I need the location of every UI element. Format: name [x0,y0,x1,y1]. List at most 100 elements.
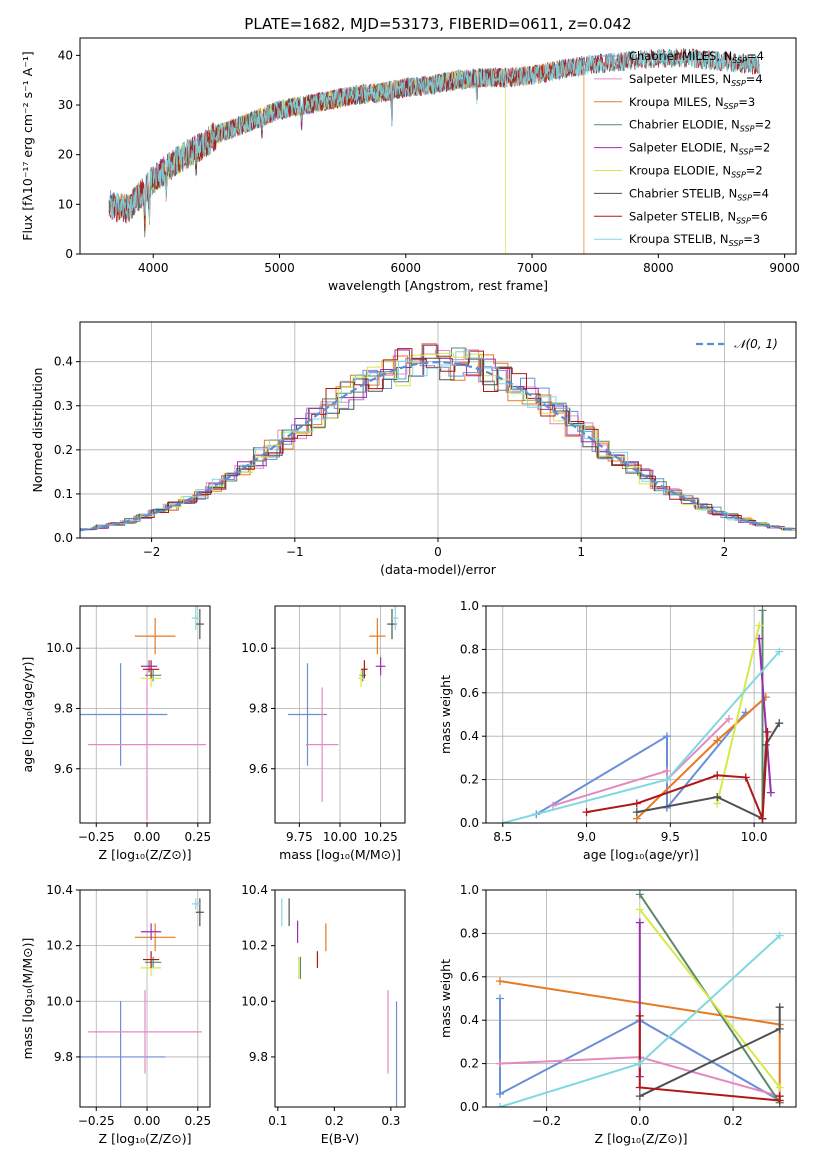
y-tick-label: 9.8 [54,1050,73,1064]
x-tick-label: −0.25 [78,1114,115,1128]
plot-area [80,606,206,820]
errorbar-point [195,898,204,927]
y-axis-label: mass weight [438,959,453,1038]
errorbar-point [134,923,176,952]
panel-age_vs_Z: −0.25 0.00 0.25 9.6 9.8 10.0 Z [log₁₀(Z/Z⊙)] ag… [20,605,211,862]
x-axis-label: mass [log₁₀(M/M⊙)] [279,847,401,862]
x-tick-label: −0.25 [78,830,115,844]
series-line [535,711,747,816]
plot-area [108,48,760,254]
x-tick-label: −1 [286,545,304,559]
y-tick-label: 1.0 [460,883,479,897]
x-tick-label: −2 [143,545,161,559]
y-tick-label: 1.0 [460,599,479,613]
x-tick-label: 0.25 [184,1114,211,1128]
errorbar-point [88,990,202,1074]
plot-area [281,898,398,1107]
legend-label: Salpeter MILES, NSSP=4 [629,72,763,88]
errorbar-point [140,660,158,673]
data-point-marker [755,621,764,630]
y-tick-label: 9.8 [249,1050,268,1064]
y-tick-label: 0.1 [54,487,73,501]
x-tick-label: 0.2 [325,1114,344,1128]
y-tick-label: 0.4 [54,355,73,369]
data-point-marker [498,819,507,823]
data-point-marker [775,647,784,656]
errorbar-point [357,669,365,688]
errorbar-point [369,618,386,655]
normal-curve [80,360,796,532]
y-tick-label: 0.8 [460,926,479,940]
panel-residuals: −2 −1 0 1 2 0.0 0.1 0.2 0.3 0.4 (data-model)/error… [30,321,797,577]
data-point-marker [662,766,671,775]
y-tick-label: 0.0 [460,816,479,830]
errorbar-point [305,687,339,802]
panel-mass_vs_Z: −0.25 0.00 0.25 9.8 10.0 10.2 10.4 Z [log₁₀(Z/Z… [20,883,211,1146]
x-axis-label: E(B-V) [321,1131,360,1146]
x-tick-label: 0.25 [184,830,211,844]
data-point-marker [758,606,767,615]
data-point-marker [713,792,722,801]
y-tick-label: 30 [58,98,73,112]
errorbar-point [288,663,327,766]
errorbar-point [134,618,176,655]
y-tick-label: 9.8 [54,701,73,715]
x-tick-label: 10.25 [363,830,397,844]
errorbar-point [142,660,160,679]
x-tick-label: 6000 [391,261,422,275]
data-point-marker [775,1092,784,1101]
errorbar-point [145,956,162,968]
errorbar-point [191,606,200,631]
legend-label: Kroupa ELODIE, NSSP=2 [629,164,763,180]
x-tick-label: 2 [721,545,729,559]
y-tick-label: 0.0 [460,1100,479,1114]
data-point-marker [495,1059,504,1068]
data-point-marker [635,905,644,914]
data-point-marker [635,1092,644,1101]
x-tick-label: 8000 [643,261,674,275]
axes-frame [79,605,211,824]
x-tick-label: 9000 [769,261,800,275]
data-point-marker [635,1059,644,1068]
series-line [758,638,772,793]
y-tick-label: 10.4 [46,883,73,897]
y-tick-label: 10.4 [241,883,268,897]
y-tick-label: 9.6 [54,762,73,776]
plot-area [288,606,399,802]
histogram-step [80,344,796,531]
data-point-marker [713,771,722,780]
y-tick-label: 10.2 [241,939,268,953]
legend-label: Salpeter STELIB, NSSP=6 [629,209,768,225]
legend-label: Kroupa STELIB, NSSP=3 [629,232,760,248]
y-tick-label: 10.2 [46,939,73,953]
x-tick-label: 5000 [264,261,295,275]
y-axis-label: age [log₁₀(age/yr)] [20,657,35,773]
y-tick-label: 0 [65,247,73,261]
x-tick-label: 0.2 [724,1114,743,1128]
data-point-marker [582,808,591,817]
legend-label: Chabrier ELODIE, NSSP=2 [629,118,771,134]
y-tick-label: 40 [58,48,73,62]
y-tick-label: 10.0 [241,641,268,655]
x-tick-label: 8.5 [493,830,512,844]
data-point-marker [713,736,722,745]
histogram-step [83,351,796,530]
y-tick-label: 10.0 [46,641,73,655]
histogram-step [80,349,794,530]
data-point-marker [775,1003,784,1012]
series-line [499,998,781,1102]
y-tick-label: 0.0 [54,531,73,545]
y-axis-label: mass weight [438,675,453,754]
y-tick-label: 9.8 [249,701,268,715]
x-axis-label: age [log₁₀(age/yr)] [583,847,699,862]
x-tick-label: −0.2 [532,1114,561,1128]
x-tick-label: 9.5 [661,830,680,844]
axes-frame [79,37,797,255]
spectrum-line [108,48,760,223]
legend-label: Chabrier MILES, NSSP=4 [629,49,764,65]
legend: Chabrier MILES, NSSP=4 Salpeter MILES, NS… [594,49,771,248]
x-tick-label: 0.00 [134,830,161,844]
x-axis-label: wavelength [Angstrom, rest frame] [328,278,548,293]
axes-frame [79,889,211,1108]
data-point-marker [662,732,671,741]
